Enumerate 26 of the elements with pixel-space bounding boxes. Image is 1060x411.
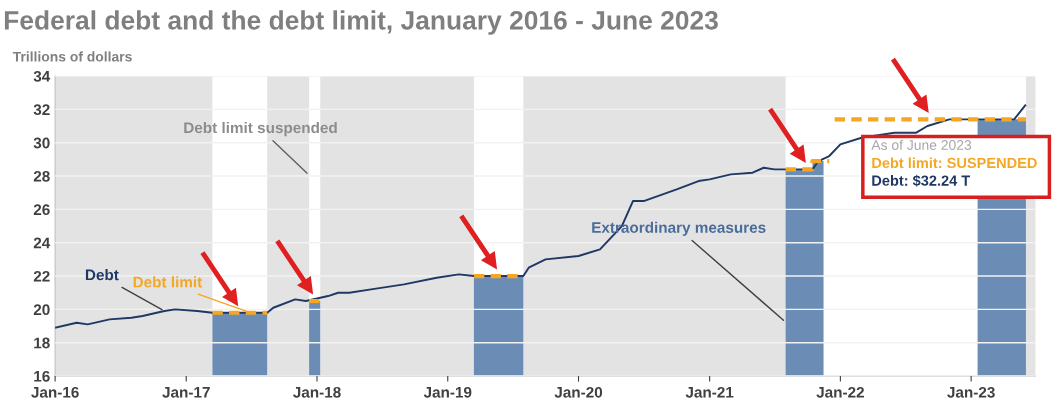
series-label: Debt limit — [133, 276, 203, 288]
y-tick-label: 32 — [33, 104, 50, 116]
band-label: Debt limit suspended — [184, 121, 337, 137]
y-tick-label: 24 — [33, 237, 51, 249]
annotation: As of June 2023 — [871, 139, 972, 150]
chart-title: Federal debt and the debt limit, January 2016 - June 2023 — [4, 10, 718, 35]
y-tick-label: 20 — [33, 304, 50, 316]
x-tick-label: Jan-22 — [816, 386, 864, 398]
annotation: Debt: $32.24 T — [872, 174, 971, 187]
y-tick-label: 30 — [33, 137, 50, 149]
chart-subtitle: Trillions of dollars — [12, 51, 132, 62]
x-tick-label: Jan-17 — [162, 387, 210, 398]
text: Debt — [85, 269, 119, 281]
x-tick-label: Jan-23 — [947, 386, 995, 398]
y-tick-label: 16 — [34, 370, 50, 382]
y-tick-label: 26 — [33, 204, 50, 216]
x-tick-label: Jan-19 — [423, 386, 472, 398]
x-tick-label: Jan-18 — [293, 386, 341, 398]
x-tick-label: Jan-20 — [554, 386, 603, 398]
x-tick-label: Jan-21 — [685, 386, 734, 398]
x-tick-label: Jan-16 — [31, 386, 79, 398]
y-tick-label: 28 — [33, 170, 50, 182]
y-tick-label: 22 — [33, 270, 50, 282]
y-tick-label: 34 — [33, 70, 51, 82]
annotation: Debt limit: SUSPENDED — [872, 157, 1037, 169]
y-tick-label: 18 — [34, 337, 50, 349]
